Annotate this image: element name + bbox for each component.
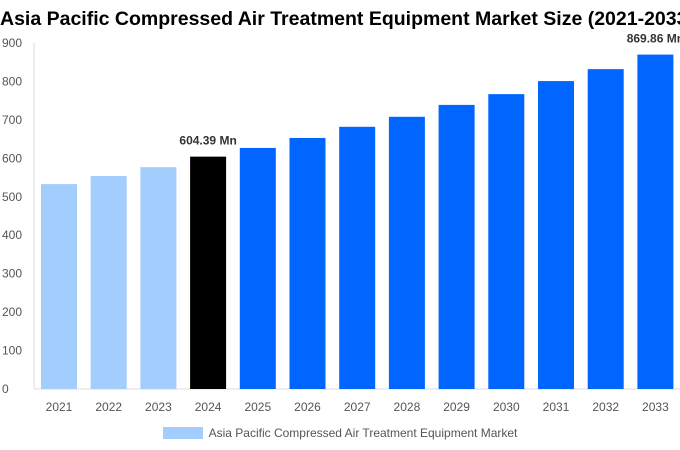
legend-label: Asia Pacific Compressed Air Treatment Eq… [208,426,518,440]
x-tick-label: 2029 [443,400,470,414]
x-tick-label: 2030 [493,400,520,414]
legend-swatch [162,427,203,439]
bar-2022 [90,176,127,389]
bar-2030 [488,94,525,390]
bar-2021 [41,184,77,389]
x-tick-label: 2025 [244,400,271,414]
bar-2025 [239,147,276,389]
y-tick-label: 700 [2,113,22,127]
x-tick-label: 2021 [46,400,73,414]
x-tick-label: 2022 [95,400,122,414]
bar-2029 [438,104,475,389]
x-tick-label: 2024 [195,400,222,414]
bar-2024 [190,156,227,389]
bar-2028 [388,116,425,390]
x-tick-label: 2027 [344,400,371,414]
bar-2026 [289,137,326,389]
x-tick-label: 2028 [394,400,421,414]
y-tick-label: 800 [2,74,22,88]
bar-2032 [587,69,624,390]
x-tick-label: 2033 [642,400,669,414]
data-label-2033: 869.86 Mn [627,32,680,46]
bar-2033 [637,54,674,389]
x-tick-label: 2026 [294,400,321,414]
data-label-2024: 604.39 Mn [179,134,236,148]
legend: Asia Pacific Compressed Air Treatment Eq… [0,426,680,440]
x-tick-label: 2023 [145,400,172,414]
x-tick-label: 2031 [543,400,570,414]
y-tick-label: 300 [2,267,22,281]
chart-title: Asia Pacific Compressed Air Treatment Eq… [0,8,680,30]
bar-2031 [538,81,574,389]
y-tick-label: 0 [2,382,9,396]
y-tick-label: 900 [2,36,22,50]
bar-2027 [339,126,376,389]
y-tick-label: 600 [2,151,22,165]
y-tick-label: 100 [2,344,22,358]
bar-2023 [140,167,177,389]
y-tick-label: 500 [2,190,22,204]
y-tick-label: 200 [2,305,22,319]
y-tick-label: 400 [2,228,22,242]
x-tick-label: 2032 [592,400,619,414]
